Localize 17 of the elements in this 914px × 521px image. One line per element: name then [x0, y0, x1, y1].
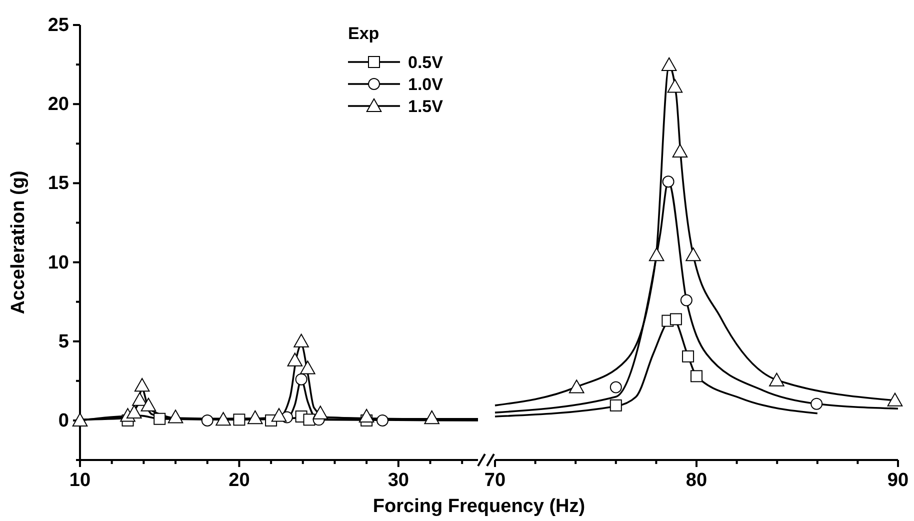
- x-tick-label: 90: [887, 470, 909, 491]
- y-tick-label: 20: [48, 94, 69, 116]
- x-tick-label: 80: [686, 470, 708, 491]
- x-tick-label: 20: [228, 470, 250, 491]
- y-axis-title: Acceleration (g): [8, 170, 29, 314]
- legend-label: 0.5V: [408, 53, 444, 72]
- legend-label: 1.0V: [408, 75, 444, 94]
- x-tick-label: 70: [484, 470, 506, 491]
- y-tick-label: 10: [48, 252, 69, 274]
- legend-title: Exp: [348, 24, 380, 43]
- x-tick-label: 30: [388, 470, 409, 491]
- x-axis-title: Forcing Frequency (Hz): [372, 496, 586, 517]
- y-tick-label: 15: [48, 173, 70, 194]
- legend-label: 1.5V: [408, 97, 444, 116]
- y-tick-label: 0: [58, 410, 69, 432]
- y-tick-label: 25: [48, 15, 70, 36]
- y-tick-label: 5: [58, 331, 70, 352]
